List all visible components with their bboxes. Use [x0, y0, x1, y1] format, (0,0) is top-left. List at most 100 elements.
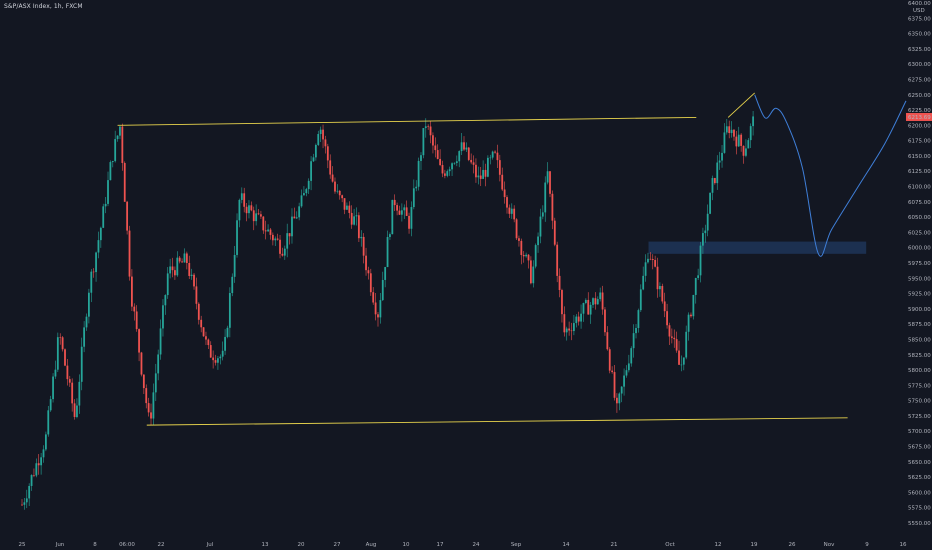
candle-body: [580, 313, 582, 322]
candle-body: [470, 159, 473, 163]
candle-body: [264, 230, 267, 232]
candle-body: [673, 337, 676, 340]
candle-body: [197, 303, 200, 320]
candle-body: [295, 217, 298, 219]
candle-body: [498, 160, 501, 175]
candle-body: [233, 254, 236, 277]
candle-body: [59, 337, 62, 338]
candle-body: [80, 346, 83, 382]
candle-body: [451, 163, 453, 170]
candle-body: [329, 160, 332, 175]
candle-body: [178, 257, 181, 262]
candle-body: [384, 267, 387, 280]
candle-body: [271, 234, 274, 241]
candle-body: [699, 245, 702, 276]
candle-body: [690, 314, 692, 317]
x-tick-label: 16: [900, 542, 907, 548]
y-tick-label: 6125.00: [908, 169, 931, 175]
candle-body: [279, 239, 281, 254]
y-tick-label: 5900.00: [908, 307, 931, 313]
candle-body: [293, 216, 296, 219]
x-tick-label: Nov: [824, 542, 835, 548]
y-tick-label: 6050.00: [908, 215, 931, 221]
candle-body: [484, 169, 487, 177]
candle-body: [379, 300, 382, 318]
x-tick-label: 20: [298, 542, 305, 548]
candle-body: [377, 314, 379, 318]
x-tick-label: 06:00: [119, 542, 135, 548]
candle-body: [154, 373, 157, 393]
candle-body: [336, 190, 339, 192]
candle-body: [706, 213, 709, 231]
y-axis-unit-label: USD: [913, 8, 925, 14]
candle-body: [314, 144, 317, 158]
candle-body: [687, 314, 690, 332]
candle-body: [73, 403, 76, 417]
candle-body: [599, 292, 602, 300]
candle-body: [620, 386, 623, 394]
candle-body: [145, 388, 148, 404]
candle-body: [587, 299, 590, 315]
y-tick-label: 6375.00: [908, 16, 931, 22]
candle-body: [341, 195, 344, 199]
candle-body: [240, 193, 243, 200]
candle-body: [135, 311, 138, 330]
y-tick-label: 5575.00: [908, 506, 931, 512]
candle-body: [238, 199, 241, 221]
candle-body: [190, 274, 193, 276]
candle-body: [439, 158, 442, 166]
candle-body: [49, 399, 52, 411]
candle-body: [697, 275, 700, 278]
x-tick-label: Jul: [206, 542, 214, 548]
candle-body: [83, 327, 86, 347]
candle-body: [205, 336, 207, 340]
candle-body: [219, 356, 222, 359]
candle-body: [467, 147, 470, 160]
candle-body: [618, 393, 621, 404]
candle-body: [44, 434, 47, 450]
y-tick-label: 5950.00: [908, 276, 931, 282]
y-tick-label: 6325.00: [908, 47, 931, 53]
candle-body: [243, 193, 246, 207]
candle-body: [604, 309, 606, 333]
candle-body: [52, 376, 54, 400]
candle-body: [713, 178, 716, 184]
candle-body: [730, 129, 733, 134]
candle-body: [389, 234, 391, 238]
candle-body: [312, 157, 315, 162]
candle-body: [412, 188, 415, 208]
candle-body: [577, 316, 580, 322]
candle-body: [181, 261, 183, 263]
x-tick-label: 10: [403, 542, 410, 548]
candle-body: [527, 254, 530, 261]
candle-body: [594, 298, 597, 305]
x-tick-label: 21: [611, 542, 618, 548]
candle-body: [78, 381, 81, 406]
y-tick-label: 6275.00: [908, 77, 931, 83]
candle-body: [740, 134, 743, 146]
candle-body: [30, 475, 33, 486]
candle-body: [228, 293, 231, 328]
candle-body: [716, 162, 719, 184]
candle-body: [472, 162, 475, 165]
candle-body: [319, 129, 322, 135]
candle-body: [584, 299, 587, 304]
candle-body: [107, 180, 109, 204]
candle-body: [682, 357, 685, 365]
candle-body: [728, 126, 731, 134]
candle-body: [405, 207, 408, 216]
symbol-legend[interactable]: S&P/ASX Index, 1h, FXCM: [4, 3, 83, 10]
x-tick-label: 12: [715, 542, 722, 548]
candle-body: [668, 325, 671, 337]
candle-body: [374, 302, 377, 315]
candle-body: [226, 327, 229, 337]
candle-body: [381, 279, 384, 301]
candle-body: [95, 252, 97, 273]
candle-body: [415, 186, 418, 189]
y-tick-label: 6350.00: [908, 32, 931, 38]
candle-body: [310, 161, 312, 181]
candle-body: [386, 237, 389, 268]
candle-body: [680, 364, 683, 366]
